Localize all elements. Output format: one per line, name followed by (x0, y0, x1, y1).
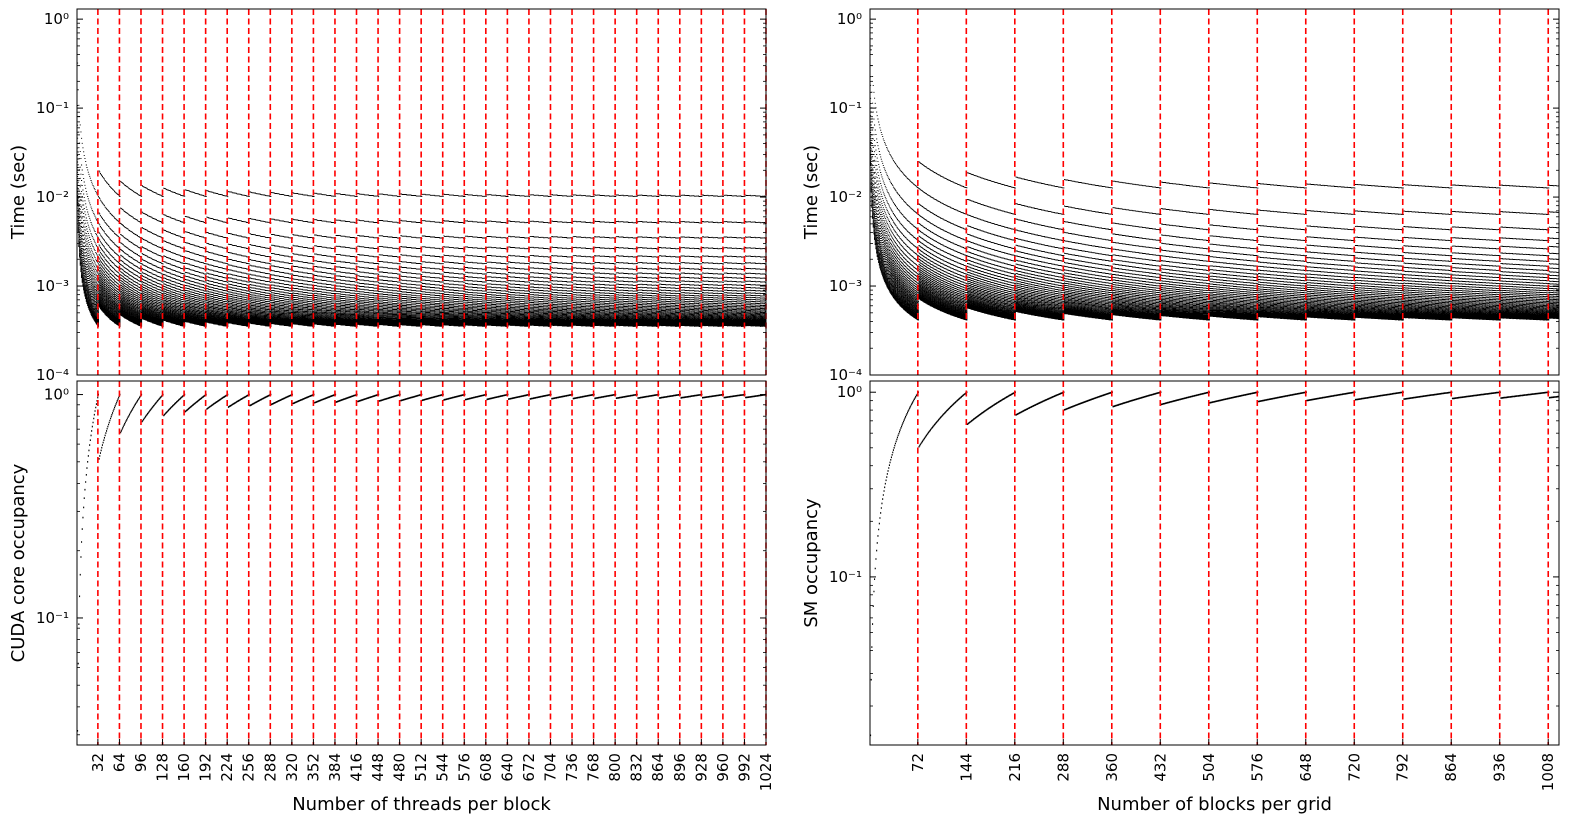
data-points (77, 62, 766, 328)
data-points (870, 391, 1559, 737)
x-tick-label: 936 (1491, 753, 1509, 782)
x-tick-label: 648 (1297, 753, 1315, 782)
y-axis-label: Time (sec) (801, 145, 822, 240)
x-tick-label: 576 (455, 753, 473, 782)
x-axis-label: Number of blocks per grid (1097, 794, 1332, 815)
x-tick-label: 32 (89, 753, 107, 772)
y-tick-label: 10⁻¹ (36, 99, 69, 117)
y-tick-label: 10⁰ (44, 10, 69, 28)
x-tick-label: 144 (957, 753, 975, 782)
y-axis-label: CUDA core occupancy (8, 463, 29, 662)
x-tick-label: 864 (1442, 753, 1460, 782)
x-tick-label: 720 (1345, 753, 1363, 782)
x-tick-label: 576 (1248, 753, 1266, 782)
x-tick-label: 672 (520, 753, 538, 782)
y-tick-label: 10⁻³ (829, 277, 862, 295)
y-tick-label: 10⁻² (829, 188, 862, 206)
y-tick-label: 10⁰ (44, 386, 69, 404)
x-tick-label: 832 (628, 753, 646, 782)
x-tick-label: 480 (391, 753, 409, 782)
x-tick-label: 544 (434, 753, 452, 782)
y-tick-label: 10⁻⁴ (36, 366, 69, 384)
x-tick-label: 384 (326, 753, 344, 782)
y-axis-label: Time (sec) (8, 145, 29, 240)
x-tick-label: 288 (1054, 753, 1072, 782)
x-tick-label: 432 (1151, 753, 1169, 782)
panel-sm-occupancy-vs-blocks: 10⁻¹ 10⁰ 72 144 216 288 360 432 504 576 648 720 792 8… (801, 380, 1560, 815)
x-tick-label: 320 (283, 753, 301, 782)
y-tick-label: 10⁻¹ (36, 609, 69, 627)
x-tick-label: 864 (649, 753, 667, 782)
x-tick-label: 160 (175, 753, 193, 782)
x-tick-label: 608 (477, 753, 495, 782)
panel-time-vs-threads: 10⁻⁴ 10⁻³ 10⁻² 10⁻¹ 10⁰ Time (sec) (8, 8, 767, 384)
x-tick-label: 704 (541, 753, 559, 782)
x-tick-label: 352 (304, 753, 322, 782)
y-tick-label: 10⁰ (837, 383, 862, 401)
data-points (77, 393, 766, 732)
axes-frame (76, 8, 767, 376)
x-tick-label: 736 (563, 753, 581, 782)
x-tick-label: 640 (498, 753, 516, 782)
y-tick-label: 10⁻³ (36, 277, 69, 295)
y-tick-label: 10⁻⁴ (829, 366, 862, 384)
x-tick-label: 992 (735, 753, 753, 782)
x-tick-label: 360 (1103, 753, 1121, 782)
x-tick-label: 1008 (1539, 753, 1557, 791)
x-tick-label: 192 (197, 753, 215, 782)
panel-time-vs-blocks: 10⁻⁴ 10⁻³ 10⁻² 10⁻¹ 10⁰ Time (sec) (801, 8, 1560, 384)
x-tick-label: 504 (1200, 753, 1218, 782)
x-tick-label: 896 (671, 753, 689, 782)
x-tick-label: 216 (1006, 753, 1024, 782)
x-tick-label: 800 (606, 753, 624, 782)
y-tick-label: 10⁻² (36, 188, 69, 206)
y-tick-label: 10⁻¹ (829, 99, 862, 117)
x-tick-label: 64 (110, 753, 128, 772)
axes-frame (869, 8, 1560, 376)
panel-core-occupancy-vs-threads: 10⁻¹ 10⁰ 32 64 96 128 160 192 224 256 288 320 352 384… (8, 380, 775, 815)
x-tick-label: 72 (909, 753, 927, 772)
x-tick-label: 416 (348, 753, 366, 782)
x-tick-label: 792 (1394, 753, 1412, 782)
x-tick-label: 288 (261, 753, 279, 782)
x-tick-label: 928 (692, 753, 710, 782)
x-tick-label: 512 (412, 753, 430, 782)
x-tick-label: 448 (369, 753, 387, 782)
y-tick-label: 10⁰ (837, 10, 862, 28)
x-tick-label: 1024 (757, 753, 775, 791)
y-tick-label: 10⁻¹ (829, 568, 862, 586)
x-tick-label: 960 (714, 753, 732, 782)
x-tick-label: 96 (132, 753, 150, 772)
x-axis-label: Number of threads per block (292, 794, 551, 815)
x-tick-label: 256 (240, 753, 258, 782)
axes-frame (869, 380, 1560, 746)
x-tick-label: 224 (218, 753, 236, 782)
y-axis-label: SM occupancy (801, 498, 822, 628)
data-points (870, 22, 1559, 321)
x-tick-label: 128 (154, 753, 172, 782)
x-tick-label: 768 (585, 753, 603, 782)
